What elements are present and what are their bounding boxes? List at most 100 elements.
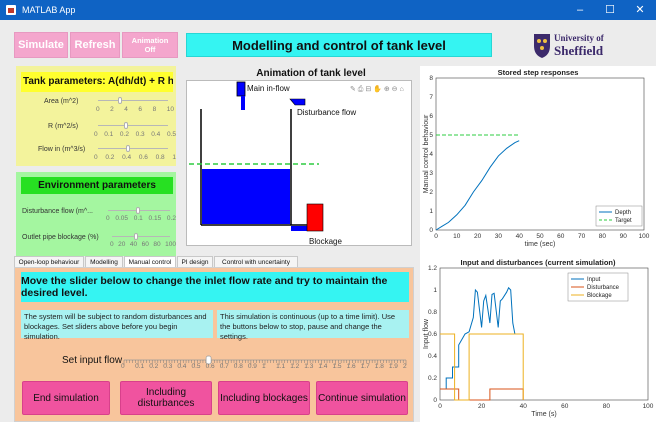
x-tick-label: 100 <box>643 403 654 410</box>
x-axis-label: Time (s) <box>531 411 556 418</box>
tab-pi-design[interactable]: PI design <box>177 256 213 268</box>
flow-in-label: Flow in (m^3/s) <box>38 146 86 153</box>
input-flow-ticks: 0 0.1 0.2 0.3 0.4 0.5 0.6 0.7 0.8 0.9 1 1.1 1.2 1.3 1.… <box>120 363 410 371</box>
x-tick-label: 10 <box>453 233 461 240</box>
input-flow-slider[interactable] <box>122 355 408 371</box>
series-depth <box>435 140 520 231</box>
input-tick-label: 0.2 <box>149 363 159 370</box>
input-tick-label: 0.4 <box>177 363 187 370</box>
y-axis-label: Manual control behaviour <box>423 114 430 193</box>
input-tick-label: 0.7 <box>219 363 229 370</box>
input-tick-label: 1.8 <box>374 363 384 370</box>
animation-toggle-button[interactable]: Animation Off <box>122 32 178 58</box>
y-tick-label: 1 <box>429 208 433 215</box>
page-title: Modelling and control of tank level <box>186 33 492 57</box>
flow-in-ticks: 0 0.2 0.4 0.6 0.8 1 <box>94 154 176 161</box>
tank-animation-axes: ✎ ⎙ ⊟ ✋ ⊕ ⊖ ⌂ Main in-flow Disturbance f… <box>186 80 412 246</box>
x-tick-label: 70 <box>578 233 586 240</box>
disturbance-flow-label-anim: Disturbance flow <box>297 108 357 117</box>
input-disturbance-chart: 0 20 40 60 80 100 0 0.2 0.4 0.6 0.8 1 1.2 Time (s) Inp… <box>423 265 654 418</box>
y-tick-label: 0.2 <box>428 375 437 382</box>
input-flow-thumb[interactable] <box>205 355 212 365</box>
disturbance-pipe <box>289 98 306 106</box>
tank-animation-drawing: ✎ ⎙ ⊟ ✋ ⊕ ⊖ ⌂ <box>189 81 404 232</box>
note-disturbances: The system will be subject to random dis… <box>21 310 213 341</box>
input-tick-label: 2 <box>403 363 407 370</box>
input-tick-label: 0.3 <box>163 363 173 370</box>
input-tick-label: 1.7 <box>360 363 370 370</box>
disturbance-slider-thumb[interactable] <box>136 207 140 214</box>
legend-label: Blockage <box>587 293 612 299</box>
blockage-slider-thumb[interactable] <box>134 233 138 240</box>
minimize-icon[interactable]: – <box>576 4 584 16</box>
x-tick-label: 40 <box>516 233 524 240</box>
x-tick-label: 80 <box>603 403 611 410</box>
tab-open-loop[interactable]: Open-loop behaviour <box>14 256 84 268</box>
main-inflow-pipe <box>236 81 246 97</box>
logo-line1: University of <box>554 33 604 43</box>
x-tick-label: 30 <box>495 233 503 240</box>
y-tick-label: 0.4 <box>428 353 437 360</box>
area-ticks: 0 2 4 6 8 10 <box>96 106 174 113</box>
main-inflow-label: Main in-flow <box>247 84 290 93</box>
tank-parameters-heading: Tank parameters: A(dh/dt) + R h =... <box>21 72 173 92</box>
flow-in-slider-thumb[interactable] <box>126 145 130 152</box>
y-tick-label: 0.8 <box>428 309 437 316</box>
input-flow-slider-track[interactable] <box>122 355 408 371</box>
including-blockages-button[interactable]: Including blockages <box>218 381 310 415</box>
x-tick-label: 50 <box>536 233 544 240</box>
instruction-banner: Move the slider below to change the inle… <box>21 272 409 302</box>
blockage-gate <box>306 203 324 232</box>
x-tick-label: 80 <box>599 233 607 240</box>
main-inflow-stream <box>241 96 245 110</box>
y-tick-label: 4 <box>429 151 433 158</box>
legend-label: Target <box>615 218 632 224</box>
continue-simulation-button[interactable]: Continue simulation <box>316 381 408 415</box>
input-tick-label: 0.1 <box>135 363 145 370</box>
legend-label: Disturbance <box>587 285 620 291</box>
y-tick-label: 0 <box>429 227 433 234</box>
logo-line2: Sheffield <box>554 43 604 58</box>
including-disturbances-button[interactable]: Including disturbances <box>120 381 212 415</box>
input-tick-label: 1.3 <box>304 363 314 370</box>
tab-control-uncertainty[interactable]: Control with uncertainty <box>214 256 298 268</box>
area-slider-thumb[interactable] <box>118 97 122 104</box>
input-tick-label: 1 <box>262 363 266 370</box>
note-continuous: This simulation is continuous (up to a t… <box>217 310 409 341</box>
step-responses-chart: 0 10 20 30 40 50 60 70 80 90 100 0 1 2 3 4 5 6 7 8 time (sec… <box>423 75 650 248</box>
shield-icon <box>534 34 550 58</box>
x-tick-label: 40 <box>520 403 528 410</box>
step-responses-plot: Stored step responses 0 10 20 30 40 50 60 70 80 9… <box>420 66 656 256</box>
disturbance-flow-label: Disturbance flow (m^... <box>22 208 93 215</box>
environment-parameters-heading: Environment parameters <box>21 177 173 194</box>
y-tick-label: 5 <box>429 132 433 139</box>
blockage-slider[interactable] <box>112 236 170 237</box>
input-tick-label: 1.5 <box>332 363 342 370</box>
y-tick-label: 1 <box>433 287 437 294</box>
svg-text:✎ ⎙ ⊟ ✋ ⊕ ⊖ ⌂: ✎ ⎙ ⊟ ✋ ⊕ ⊖ ⌂ <box>350 84 404 93</box>
maximize-icon[interactable]: ☐ <box>605 4 615 16</box>
refresh-button[interactable]: Refresh <box>70 32 120 58</box>
input-tick-label: 0.5 <box>191 363 201 370</box>
tank-water <box>202 169 290 224</box>
x-tick-label: 90 <box>620 233 628 240</box>
tab-manual-control[interactable]: Manual control <box>124 256 176 268</box>
plot-area <box>435 77 645 231</box>
r-slider[interactable] <box>98 125 168 126</box>
y-tick-label: 0.6 <box>428 331 437 338</box>
university-logo: University of Sheffield <box>532 31 622 59</box>
end-simulation-button[interactable]: End simulation <box>22 381 110 415</box>
y-tick-label: 1.2 <box>428 265 437 272</box>
input-tick-label: 1.6 <box>346 363 356 370</box>
input-tick-label: 1.1 <box>276 363 286 370</box>
r-slider-thumb[interactable] <box>124 122 128 129</box>
tab-modelling[interactable]: Modelling <box>85 256 123 268</box>
step-responses-title: Stored step responses <box>497 68 579 77</box>
area-slider[interactable] <box>98 100 168 101</box>
close-icon[interactable]: ✕ <box>635 4 645 16</box>
flow-in-slider[interactable] <box>98 148 168 149</box>
x-tick-label: 0 <box>434 233 438 240</box>
y-tick-label: 8 <box>429 75 433 82</box>
simulate-button[interactable]: Simulate <box>14 32 68 58</box>
x-tick-label: 20 <box>478 403 486 410</box>
